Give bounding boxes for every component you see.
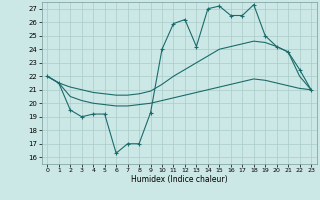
X-axis label: Humidex (Indice chaleur): Humidex (Indice chaleur)	[131, 175, 228, 184]
